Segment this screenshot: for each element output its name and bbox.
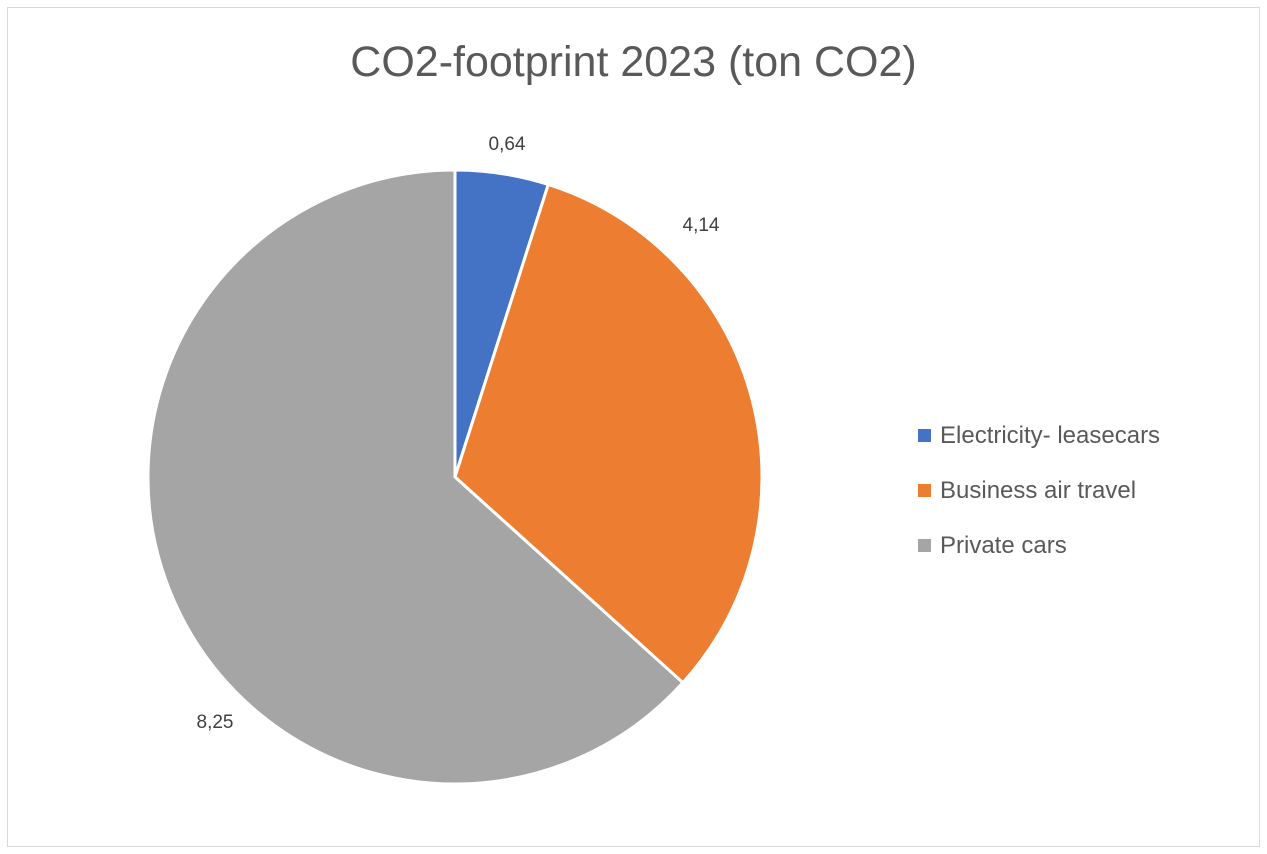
legend-item: Private cars [918,518,1160,573]
data-label: 0,64 [489,134,526,155]
legend-label: Private cars [940,531,1067,559]
legend-swatch [918,539,931,552]
legend-item: Business air travel [918,463,1160,518]
data-label: 4,14 [683,215,720,236]
legend-swatch [918,429,931,442]
chart-title: CO2-footprint 2023 (ton CO2) [350,38,917,86]
data-label: 8,25 [197,712,234,733]
legend-label: Electricity- leasecars [940,421,1161,449]
legend-item: Electricity- leasecars [918,408,1160,463]
pie-slice-business-air-travel [453,183,764,685]
legend-swatch [918,484,931,497]
chart-legend: Electricity- leasecars Business air trave… [918,408,1160,573]
pie-slice-private-cars [146,168,685,786]
legend-label: Business air travel [940,476,1137,504]
